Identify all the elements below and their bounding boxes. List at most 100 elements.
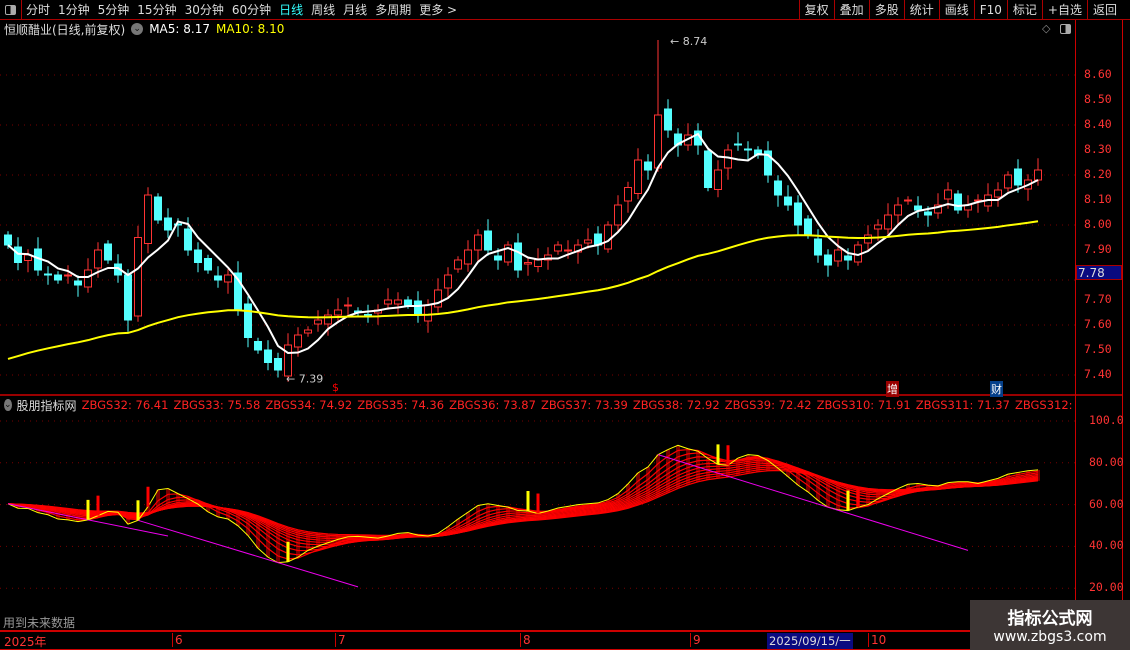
ma5-value: MA5: 8.17 [149,22,210,36]
candle-body [804,218,812,236]
candle-body [274,358,282,371]
signal-dollar: $ [332,381,339,394]
candle-body [404,299,412,306]
candle-body [194,249,202,263]
time-axis[interactable]: 2025年 6 7 8 9 2025/09/15/一 10 [0,630,1130,650]
ma5-line [7,132,1039,355]
candle-body [364,314,372,316]
panel-icon[interactable] [1060,24,1071,34]
toolbar-button[interactable]: 返回 [1086,0,1122,20]
signal-bar [96,495,100,516]
candle-body [94,249,102,269]
candle-body [414,300,422,316]
candle-body [144,194,152,244]
candle-body [264,349,272,363]
time-label: 2025年 [4,635,47,649]
indicator-value: ZBGS36: 73.87 [449,398,536,412]
candle-body [204,258,212,271]
indicator-tick: 80.00 [1089,454,1124,469]
candle-body [54,274,62,281]
signal-cai: 财 [990,381,1003,397]
candle-body [824,254,832,266]
candle-body [334,309,342,316]
candle-body [634,159,642,194]
candle-body [664,108,672,131]
candle-body [394,299,402,305]
indicator-name: 股朋指标网 [16,398,77,413]
candle-body [84,269,92,288]
candle-body [44,273,52,276]
toolbar-button[interactable]: F10 [973,0,1007,20]
toolbar-button[interactable]: 画线 [938,0,974,20]
axis-divider [1075,20,1076,630]
candle-body [654,114,662,169]
period-tab[interactable]: 周线 [311,3,336,17]
trend-line [137,519,359,588]
time-label: 10 [868,633,886,647]
future-data-note: 用到未来数据 [3,616,76,630]
candle-body [774,180,782,196]
signal-bar [146,486,150,507]
signal-zeng: 增 [886,381,899,397]
period-tab[interactable]: 30分钟 [184,3,224,17]
period-tab[interactable]: 5分钟 [97,3,130,17]
toolbar-button[interactable]: 叠加 [833,0,869,20]
period-tab[interactable]: 多周期 [375,3,412,17]
chevron-down-icon[interactable]: ⌄ [4,399,12,411]
candle-body [794,202,802,226]
candle-body [934,204,942,214]
diamond-icon[interactable]: ◇ [1042,22,1051,35]
period-tab[interactable]: 15分钟 [137,3,177,17]
toolbar-button[interactable]: 复权 [798,0,834,20]
candle-body [784,196,792,206]
candle-body [4,234,12,246]
candle-body [424,304,432,322]
indicator-value: ZBGS32: 76.41 [81,398,169,412]
period-tab[interactable]: 日线 [279,3,304,17]
candle-body [834,249,842,262]
toolbar-button[interactable]: 统计 [903,0,939,20]
axis-divider [1122,20,1123,630]
indicator-tick: 40.00 [1089,538,1124,553]
layout-toggle-button[interactable] [0,0,22,20]
candle-body [884,214,892,230]
time-label: 8 [520,633,531,647]
candle-body [464,249,472,265]
period-tab[interactable]: 月线 [343,3,368,17]
signal-bar [136,500,140,521]
candle-body [844,255,852,261]
indicator-value: ZBGS33: 75.58 [173,398,261,412]
candle-body [324,314,332,325]
period-tab[interactable]: 分时 [26,3,51,17]
candle-body [294,334,302,348]
signal-bar [526,490,530,511]
candle-body [924,211,932,216]
toolbar-button[interactable]: 标记 [1006,0,1042,20]
toolbar-button[interactable]: 多股 [868,0,904,20]
candle-body [284,344,292,377]
candle-body [254,341,262,351]
last-price-label: 7.78 [1076,265,1122,280]
candle-body [714,169,722,190]
candle-body [494,255,502,261]
indicator-value: ZBGS34: 74.92 [265,398,353,412]
candle-body [434,289,442,308]
period-tab[interactable]: 更多 > [419,3,458,17]
candle-body [1014,168,1022,186]
toolbar-button[interactable]: +自选 [1041,0,1087,20]
chevron-down-icon[interactable]: ⌄ [131,23,144,35]
high-marker: ← 8.74 [670,35,707,48]
candle-body [564,249,572,252]
time-label: 6 [172,633,183,647]
candle-body [74,280,82,286]
price-tick: 7.70 [1084,292,1112,306]
period-tab[interactable]: 1分钟 [58,3,90,17]
indicator-value: ZBGS38: 72.92 [632,398,720,412]
candle-body [1004,174,1012,189]
candle-body [1034,169,1042,181]
indicator-value: ZBGS311: 71.37 [915,398,1010,412]
candle-body [474,234,482,251]
period-tab[interactable]: 60分钟 [231,3,272,17]
indicator-tick: 100.0 [1089,413,1124,427]
